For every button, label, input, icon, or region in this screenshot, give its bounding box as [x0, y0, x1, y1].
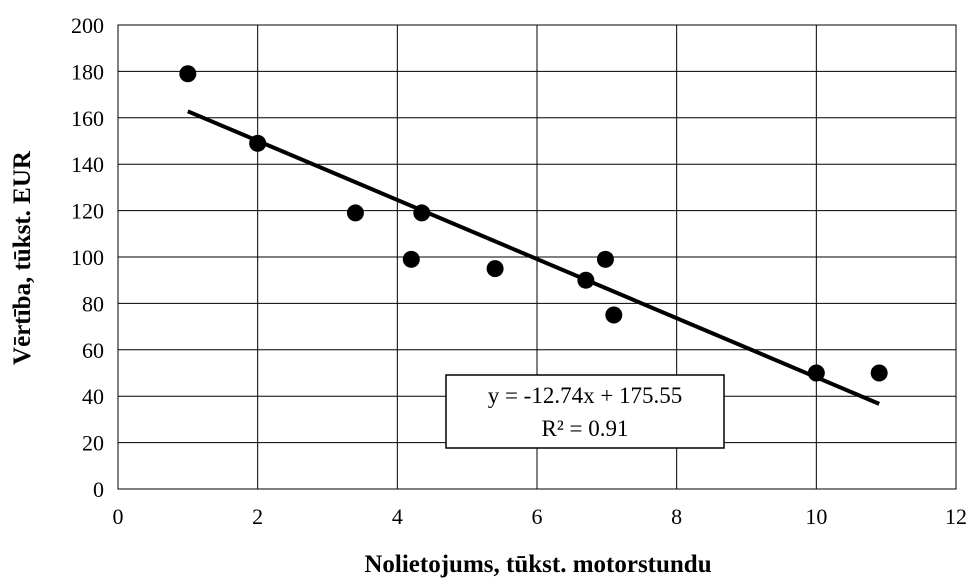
y-tick-label: 100	[71, 245, 104, 270]
y-axis-title: Vērtība, tūkst. EUR	[9, 150, 36, 365]
data-point	[179, 65, 197, 83]
x-axis-ticks: 0 2 4 6 8 10 12	[113, 504, 968, 529]
x-tick-label: 10	[805, 504, 827, 529]
y-tick-label: 60	[82, 338, 104, 363]
data-point	[486, 260, 504, 278]
equation-label: y = -12.74x + 175.55	[488, 383, 683, 408]
x-tick-label: 12	[945, 504, 967, 529]
data-point	[249, 134, 267, 152]
x-axis-title: Nolietojums, tūkst. motorstundu	[364, 551, 711, 578]
equation-box: y = -12.74x + 175.55 R² = 0.91	[445, 374, 725, 449]
data-point	[577, 271, 595, 289]
r-squared-label: R² = 0.91	[542, 416, 629, 441]
data-point	[870, 364, 888, 382]
plot-area	[117, 24, 957, 490]
x-tick-label: 4	[392, 504, 403, 529]
data-point	[402, 250, 420, 268]
data-point	[605, 306, 623, 324]
data-point	[807, 364, 825, 382]
y-tick-label: 120	[71, 199, 104, 224]
data-points	[179, 65, 888, 382]
data-point	[346, 204, 364, 222]
x-tick-label: 8	[671, 504, 682, 529]
y-tick-label: 20	[82, 431, 104, 456]
y-tick-label: 0	[93, 477, 104, 502]
y-tick-label: 180	[71, 59, 104, 84]
y-tick-label: 140	[71, 152, 104, 177]
y-tick-label: 200	[71, 13, 104, 38]
y-axis-ticks: 0 20 40 60 80 100 120 140 160 180 200	[71, 13, 104, 502]
x-tick-label: 0	[113, 504, 124, 529]
data-point	[413, 204, 431, 222]
trendline	[187, 109, 880, 406]
x-tick-label: 2	[252, 504, 263, 529]
y-tick-label: 40	[82, 384, 104, 409]
y-tick-label: 80	[82, 291, 104, 316]
data-point	[596, 250, 614, 268]
x-tick-label: 6	[532, 504, 543, 529]
y-tick-label: 160	[71, 106, 104, 131]
